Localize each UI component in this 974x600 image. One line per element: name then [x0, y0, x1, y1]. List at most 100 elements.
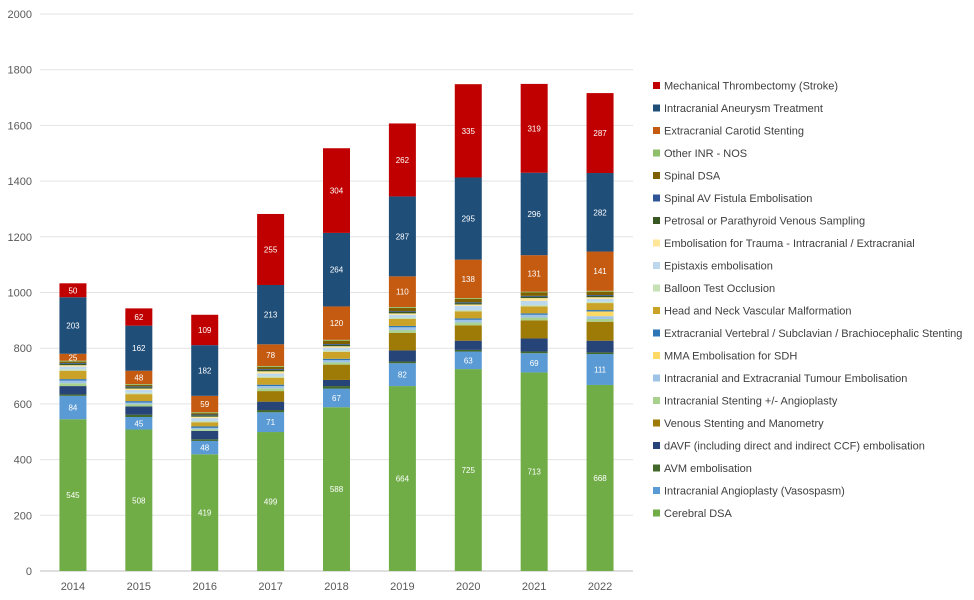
- data-label: 84: [68, 404, 77, 413]
- bar-segment: [257, 376, 285, 378]
- data-label: 725: [462, 466, 476, 475]
- bar-segment: [388, 123, 416, 197]
- bar-segment: [257, 377, 285, 385]
- bar-segment: [520, 314, 548, 318]
- bar-segment: [59, 394, 87, 396]
- legend-item: Head and Neck Vascular Malformation: [653, 306, 852, 318]
- bar-segment: [323, 351, 350, 359]
- bar-segment: [191, 430, 219, 440]
- data-label: 262: [396, 156, 410, 165]
- bar-segment: [586, 311, 614, 317]
- legend-item: Intracranial Stenting +/- Angioplasty: [653, 396, 838, 408]
- data-label: 545: [66, 491, 80, 500]
- legend-item: Venous Stenting and Manometry: [653, 418, 824, 430]
- bar-segment: [257, 213, 285, 285]
- bar-segment: [323, 360, 350, 363]
- y-tick-label: 800: [14, 343, 32, 355]
- data-label: 304: [330, 187, 344, 196]
- x-tick-label: 2022: [588, 581, 612, 593]
- bar-segment: [323, 344, 350, 347]
- legend-label: Epistaxis embolisation: [664, 261, 773, 273]
- legend-label: Intracranial Stenting +/- Angioplasty: [664, 396, 838, 408]
- data-label: 71: [266, 418, 275, 427]
- legend-label: Extracranial Carotid Stenting: [664, 126, 804, 138]
- bar-segment: [454, 177, 482, 260]
- bar-segment: [586, 321, 614, 341]
- data-label: 264: [330, 266, 344, 275]
- x-tick-label: 2017: [258, 581, 282, 593]
- bar-segment: [257, 391, 285, 402]
- bar-segment: [59, 283, 87, 298]
- bar-segment: [125, 325, 153, 371]
- bar-segment: [191, 454, 219, 571]
- legend-item: Intracranial Angioplasty (Vasospasm): [653, 486, 845, 498]
- bar-segment: [323, 306, 350, 340]
- data-label: 131: [527, 269, 541, 278]
- bar-segment: [520, 83, 548, 173]
- bar-segment: [388, 318, 416, 326]
- bar-segment: [125, 429, 153, 571]
- bar-segment: [59, 360, 87, 362]
- bar-segment: [454, 302, 482, 304]
- bar-segment: [454, 304, 482, 306]
- bar-segment: [125, 392, 153, 395]
- bar-segment: [586, 318, 614, 322]
- bar-segment: [520, 351, 548, 354]
- bar-segment: [586, 298, 614, 302]
- bar-segment: [59, 379, 87, 381]
- bar-segment: [323, 340, 350, 345]
- x-axis-ticks: 2014 2015 2016 2017 2018 2019 2020 2021 2022: [61, 581, 613, 593]
- bar-segment: [191, 314, 219, 346]
- bar-segment: [323, 386, 350, 389]
- data-label: 48: [200, 444, 209, 453]
- bar-segment: [59, 370, 87, 380]
- bar-segment: [257, 410, 285, 413]
- legend-item: Intracranial Aneurysm Treatment: [653, 103, 823, 115]
- bar-segment: [257, 373, 285, 377]
- bar-segment: [520, 296, 548, 299]
- y-tick-label: 1200: [8, 232, 32, 244]
- legend-label: Intracranial Aneurysm Treatment: [664, 103, 823, 115]
- bar-segment: [520, 320, 548, 339]
- legend-swatch: [653, 487, 660, 494]
- legend-item: Mechanical Thrombectomy (Stroke): [653, 81, 838, 93]
- data-label: 63: [464, 356, 473, 365]
- bar-segment: [454, 325, 482, 341]
- legend-item: Embolisation for Trauma - Intracranial /…: [653, 238, 915, 250]
- bar-segment: [125, 388, 153, 390]
- legend-swatch: [653, 374, 660, 382]
- legend-swatch: [653, 352, 660, 359]
- bar-segment: [59, 380, 87, 384]
- bar-segment: [586, 310, 614, 312]
- bar-segment: [520, 292, 548, 296]
- bar-segment: [323, 232, 350, 307]
- legend-item: Extracranial Carotid Stenting: [653, 126, 804, 138]
- bar-segment: [125, 406, 153, 415]
- bar-segment: [191, 427, 219, 430]
- legend-swatch: [653, 127, 660, 134]
- bar-segment: [191, 414, 219, 416]
- data-label: 59: [200, 400, 209, 409]
- bar-segment: [323, 347, 350, 351]
- legend-item: Balloon Test Occlusion: [653, 283, 775, 295]
- legend-item: Spinal DSA: [653, 171, 721, 183]
- legend-swatch: [653, 442, 660, 449]
- bar-segment: [125, 394, 153, 402]
- bar-segment: [586, 316, 614, 319]
- bar-segment: [191, 422, 219, 427]
- bar-segment: [454, 305, 482, 311]
- bar-segment: [520, 291, 548, 293]
- bar-segment: [323, 407, 350, 571]
- bar-segment: [191, 418, 219, 421]
- bar-segment: [191, 420, 219, 423]
- bar-segment: [520, 306, 548, 314]
- legend-swatch: [653, 82, 660, 89]
- bar-segment: [59, 363, 87, 366]
- legend: Cerebral DSA Intracranial Angioplasty (Va…: [653, 81, 962, 520]
- x-tick-label: 2014: [61, 581, 85, 593]
- data-label: 668: [593, 474, 607, 483]
- bar-segment: [59, 353, 87, 361]
- bar-segment: [454, 298, 482, 299]
- bar-segment: [125, 387, 153, 389]
- y-tick-label: 0: [26, 566, 32, 578]
